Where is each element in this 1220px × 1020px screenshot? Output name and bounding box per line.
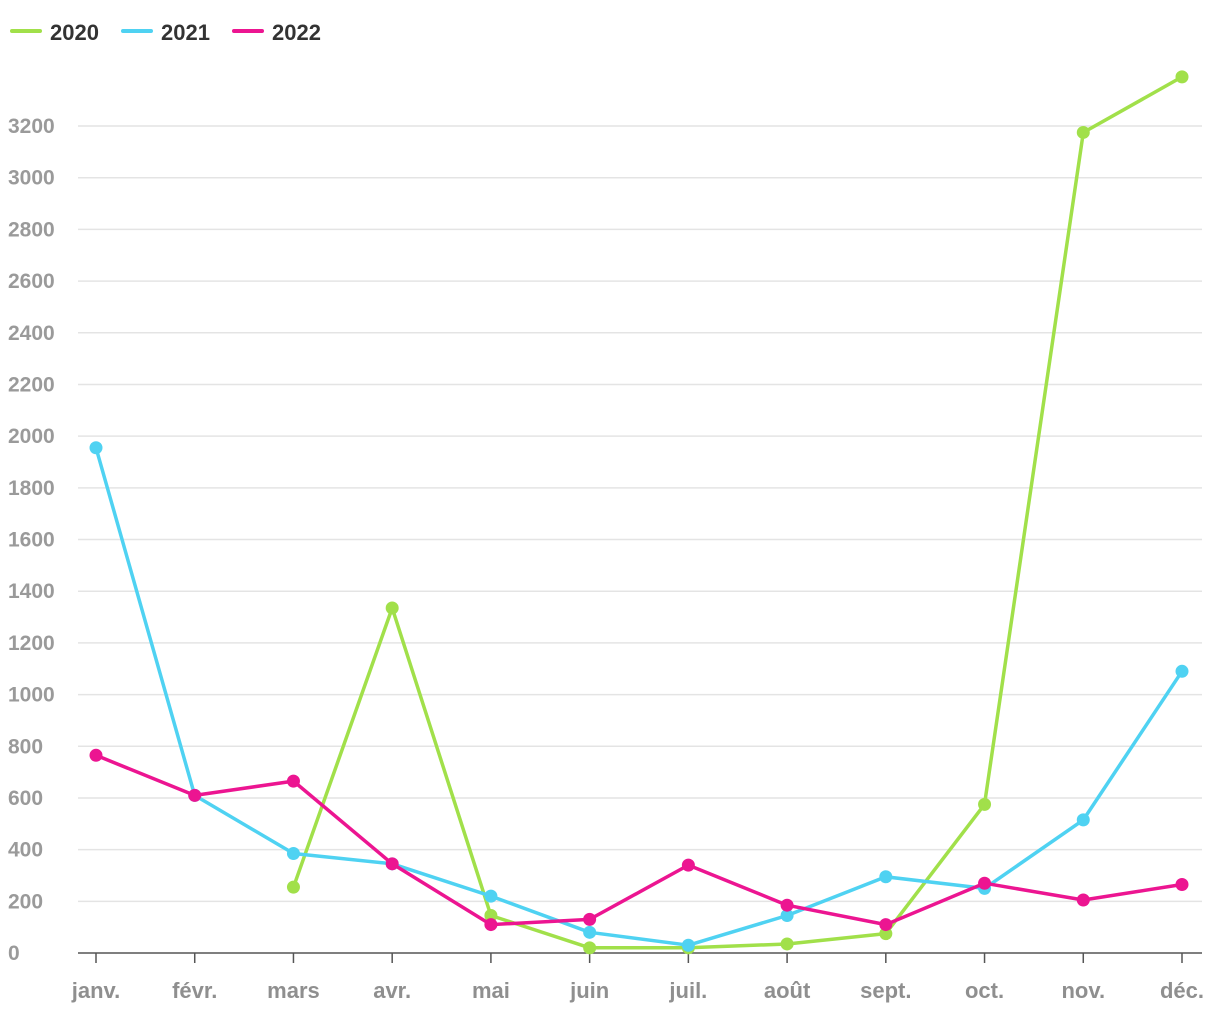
y-tick-label: 1800 xyxy=(8,477,55,500)
x-tick-label: janv. xyxy=(71,978,121,1003)
x-tick-label: août xyxy=(764,978,811,1003)
series-2021 xyxy=(89,441,1189,952)
x-tick-label: oct. xyxy=(965,978,1004,1003)
y-tick-label: 1400 xyxy=(8,580,55,603)
data-point-2021-sept.[interactable] xyxy=(879,870,893,884)
data-point-2020-nov.[interactable] xyxy=(1076,125,1090,139)
data-point-2022-juin[interactable] xyxy=(583,912,597,926)
data-point-2022-août[interactable] xyxy=(780,898,794,912)
y-tick-label: 3200 xyxy=(8,115,55,138)
x-tick-label: févr. xyxy=(172,978,217,1003)
x-tick-label: juil. xyxy=(668,978,707,1003)
series-group xyxy=(89,70,1189,955)
x-tick-label: mai xyxy=(472,978,510,1003)
data-point-2020-avr.[interactable] xyxy=(385,601,399,615)
y-tick-label: 600 xyxy=(8,787,43,810)
series-2020 xyxy=(286,70,1189,955)
data-point-2021-juin[interactable] xyxy=(583,925,597,939)
x-axis: janv. févr. mars avr. mai juin juil. août sept. o… xyxy=(71,952,1204,1003)
legend-label: 2021 xyxy=(161,20,210,45)
data-point-2021-nov.[interactable] xyxy=(1076,813,1090,827)
data-point-2020-mars[interactable] xyxy=(286,880,300,894)
data-point-2020-août[interactable] xyxy=(780,937,794,951)
series-line-2021 xyxy=(94,446,1184,947)
x-tick-label: mars xyxy=(267,978,320,1003)
data-point-2022-avr.[interactable] xyxy=(385,857,399,871)
data-point-2021-mai[interactable] xyxy=(484,889,498,903)
y-tick-label: 2800 xyxy=(8,218,55,241)
data-point-2022-mars[interactable] xyxy=(286,774,300,788)
data-point-2021-mars[interactable] xyxy=(286,847,300,861)
y-tick-label: 800 xyxy=(8,735,43,758)
legend-item-2020[interactable]: 2020 xyxy=(10,20,99,45)
legend-label: 2020 xyxy=(50,20,99,45)
x-tick-label: nov. xyxy=(1061,978,1105,1003)
data-point-2022-juil.[interactable] xyxy=(681,858,695,872)
legend-item-2022[interactable]: 2022 xyxy=(232,20,321,45)
data-point-2022-oct.[interactable] xyxy=(978,876,992,890)
y-tick-label: 0 xyxy=(8,942,20,965)
data-point-2020-déc.[interactable] xyxy=(1175,70,1189,84)
x-tick-label: déc. xyxy=(1160,978,1204,1003)
y-tick-label: 2000 xyxy=(8,425,55,448)
x-tick-label: avr. xyxy=(373,978,411,1003)
data-point-2022-mai[interactable] xyxy=(484,918,498,932)
x-tick-label: sept. xyxy=(860,978,911,1003)
data-point-2022-sept.[interactable] xyxy=(879,918,893,932)
y-tick-label: 3000 xyxy=(8,167,55,190)
data-point-2022-janv.[interactable] xyxy=(89,748,103,762)
data-point-2021-déc.[interactable] xyxy=(1175,664,1189,678)
data-point-2021-juil.[interactable] xyxy=(681,938,695,952)
data-point-2020-juin[interactable] xyxy=(583,941,597,955)
data-point-2021-août[interactable] xyxy=(780,909,794,923)
data-point-2022-déc.[interactable] xyxy=(1175,878,1189,892)
series-line-2020 xyxy=(291,75,1184,950)
series-line-2022 xyxy=(94,753,1184,927)
y-axis-ticks: 0 200 400 600 800 1000 1200 1400 1600 1800 2000 220… xyxy=(8,115,55,965)
y-tick-label: 2200 xyxy=(8,373,55,396)
gridlines xyxy=(78,125,1202,903)
data-point-2022-nov.[interactable] xyxy=(1076,893,1090,907)
legend-label: 2022 xyxy=(272,20,321,45)
legend-item-2021[interactable]: 2021 xyxy=(121,20,210,45)
data-point-2020-sept.[interactable] xyxy=(879,927,893,941)
y-tick-label: 2400 xyxy=(8,322,55,345)
data-point-2020-oct.[interactable] xyxy=(978,797,992,811)
legend: 2020 2021 2022 xyxy=(10,20,321,45)
y-tick-label: 2600 xyxy=(8,270,55,293)
y-tick-label: 1600 xyxy=(8,529,55,552)
x-tick-label: juin xyxy=(569,978,609,1003)
series-2022 xyxy=(89,748,1189,932)
y-tick-label: 400 xyxy=(8,839,43,862)
y-tick-label: 1000 xyxy=(8,684,55,707)
data-point-2022-févr.[interactable] xyxy=(188,788,202,802)
y-tick-label: 200 xyxy=(8,890,43,913)
data-point-2021-janv.[interactable] xyxy=(89,441,103,455)
data-point-2020-mai[interactable] xyxy=(484,909,498,923)
y-tick-label: 1200 xyxy=(8,632,55,655)
